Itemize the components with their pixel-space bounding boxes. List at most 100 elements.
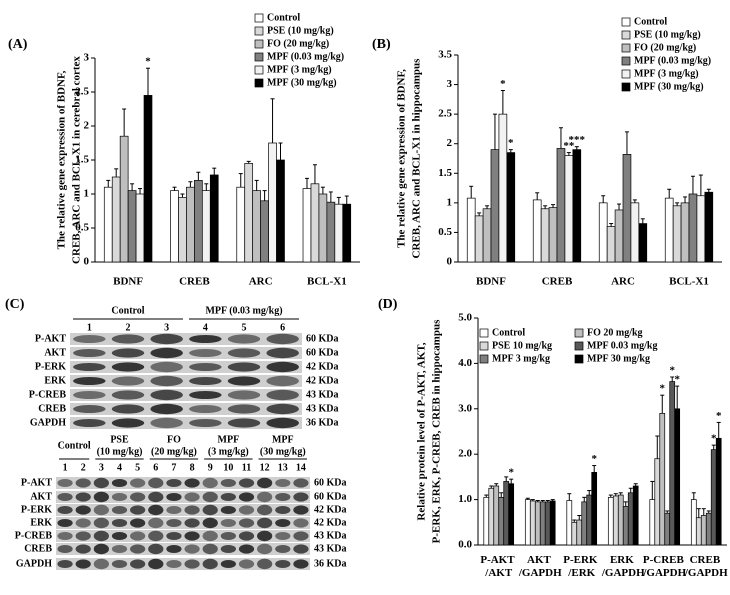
blot-band [111, 348, 145, 358]
blot-band [57, 560, 73, 568]
size-label: 36 KDa [314, 558, 347, 569]
bar [669, 381, 676, 546]
legend-swatch [254, 78, 264, 88]
blot-band [93, 491, 109, 503]
y-tick-label: 1.5 [75, 154, 89, 166]
bar [236, 186, 246, 263]
bar [143, 95, 153, 263]
blot-band [266, 417, 299, 429]
blot-band [189, 335, 222, 343]
bar [654, 458, 661, 546]
bar [688, 193, 698, 263]
legend-swatch [621, 56, 631, 66]
bar [715, 437, 722, 546]
blot-band [275, 532, 291, 540]
blot-band [220, 532, 236, 540]
blot-band [266, 403, 299, 415]
x-tick-label: P-AKT /AKT [480, 554, 517, 579]
legend-swatch [621, 43, 631, 53]
bar [532, 199, 542, 263]
bar [135, 193, 145, 263]
y-tick-label: 1 [447, 196, 453, 208]
blot-band [57, 479, 73, 487]
blot-band [166, 532, 182, 540]
x-tick-label-line: /GAPDH [518, 567, 562, 579]
y-axis-label: P-ERK, ERK, P-CREB, CREB in hippocampus [431, 319, 443, 543]
legend-label: MPF (30 mg/kg) [634, 81, 704, 92]
bar [672, 205, 682, 263]
significance-mark: ** [563, 140, 575, 152]
row-label: GAPDH [30, 417, 66, 428]
size-label: 43 KDa [314, 530, 347, 541]
bar [664, 512, 671, 546]
bar [194, 180, 203, 263]
lane-number: 11 [242, 462, 251, 473]
bar [111, 176, 121, 263]
blot-band [57, 532, 73, 540]
bar [498, 113, 508, 263]
y-tick-label: 0 [447, 256, 453, 268]
blot-band [227, 376, 261, 386]
bar [326, 201, 336, 263]
y-tick-label: 2 [447, 137, 453, 149]
row-label: ERK [44, 375, 66, 386]
blot-band [257, 517, 273, 529]
blot-band [166, 493, 182, 501]
group-label: MPF [272, 434, 294, 445]
legend-label: FO 20 mg/kg [587, 327, 643, 338]
blot-band [148, 477, 164, 489]
bar [576, 519, 583, 546]
bar [700, 515, 707, 546]
x-tick-label-line: /GAPDH [684, 567, 728, 579]
bar [310, 183, 320, 263]
size-label: 43 KDa [306, 389, 339, 400]
row-label: P-AKT [35, 333, 66, 344]
legend-label: FO (20 mg/kg) [634, 42, 696, 53]
legend-label: Control [634, 16, 667, 27]
bar [598, 202, 608, 263]
bar [581, 501, 588, 546]
group-label: MPF (0.03 mg/kg) [205, 305, 282, 316]
size-label: 60 KDa [314, 477, 347, 488]
blot-band [148, 543, 164, 555]
y-axis-label: CREB, ARC and BCL-X1 in cerebral cortex [71, 56, 83, 264]
blot-band [293, 544, 309, 554]
x-tick-label-line: /ERK [567, 567, 595, 579]
blot-band [111, 390, 145, 400]
group-label: (30 mg/kg) [260, 446, 306, 457]
blot-band [130, 544, 146, 554]
significance-mark: * [500, 78, 506, 90]
blot-band [130, 478, 146, 488]
blot-band [130, 505, 146, 515]
blot-band [166, 519, 182, 527]
bar [302, 188, 312, 263]
lane-number: 9 [208, 462, 213, 473]
blot-band [257, 477, 273, 489]
bar [482, 208, 492, 263]
y-tick-label: 0.5 [75, 222, 89, 234]
legend-swatch [254, 52, 264, 62]
blot-band [275, 479, 291, 487]
blot-band [189, 405, 222, 413]
blot-band [220, 479, 236, 487]
bar [627, 492, 634, 546]
lane-number: 13 [278, 462, 288, 473]
blot-band [111, 404, 145, 414]
bar [506, 152, 516, 263]
x-tick-label: BCL-X1 [307, 276, 347, 288]
group-label: (3 mg/kg) [208, 446, 249, 457]
group-label: MPF [218, 434, 240, 445]
blot-band [220, 519, 236, 527]
bar [664, 197, 674, 263]
blot-band [238, 505, 255, 515]
bar [201, 190, 211, 263]
blot-band [150, 375, 183, 387]
bar [498, 496, 505, 546]
size-label: 42 KDa [314, 504, 347, 515]
blot-band [111, 362, 145, 372]
x-tick-label-line: /GAPDH [642, 567, 686, 579]
lane-number: 4 [117, 462, 122, 473]
bar [710, 449, 717, 546]
x-tick-label-line: AKT [527, 554, 553, 566]
